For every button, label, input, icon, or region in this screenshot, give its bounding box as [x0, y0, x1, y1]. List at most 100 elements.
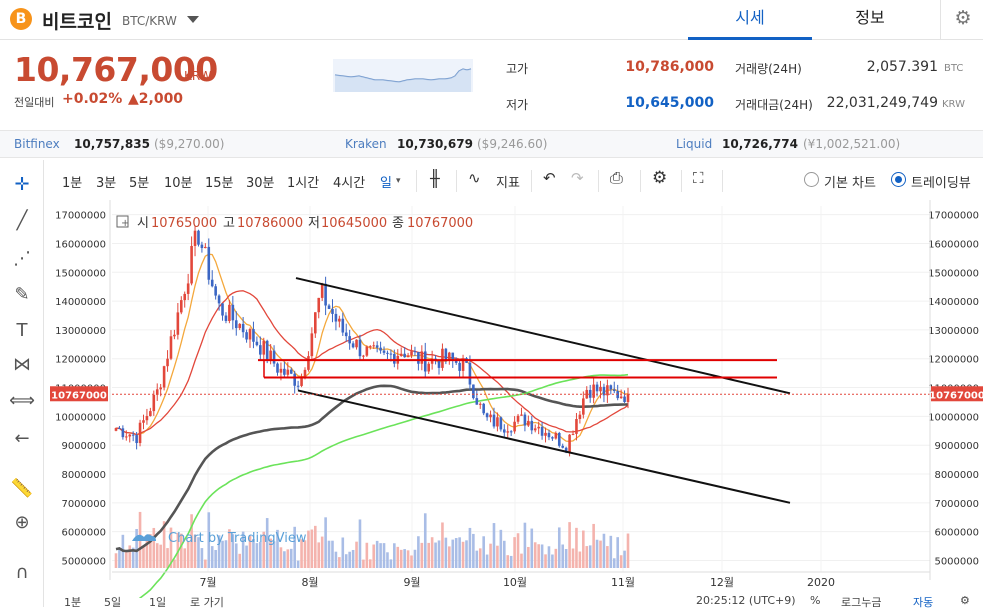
volume-bar [128, 545, 132, 568]
interval-5m[interactable]: 5분 [129, 176, 150, 191]
exchange-name[interactable]: Kraken [345, 137, 387, 151]
candle-body [125, 436, 128, 438]
volume-bar [472, 533, 475, 568]
volume-bar [502, 540, 506, 568]
volume-bar [293, 526, 296, 568]
volume-bar [310, 529, 314, 568]
exchange-name[interactable]: Bitfinex [14, 137, 60, 151]
tradingview-watermark[interactable]: Chart by TradingView [132, 531, 307, 546]
candle-body [296, 385, 300, 387]
candle-body [410, 351, 413, 356]
y-tick-label-right: 10000000 [928, 412, 979, 423]
change-label: 전일대비 [14, 96, 55, 109]
interval-1m[interactable]: 1분 [62, 176, 83, 191]
log-toggle[interactable]: 로그누금 [841, 596, 882, 609]
candle-body [564, 447, 568, 453]
collapse-icon[interactable] [116, 215, 129, 228]
volume-bar [245, 545, 248, 568]
candle-body [279, 368, 283, 373]
interval-4h[interactable]: 4시간 [333, 176, 366, 191]
volume-bar [197, 537, 200, 568]
x-tick-label: 11월 [611, 576, 635, 589]
volume-bar [331, 540, 334, 568]
fullscreen-icon[interactable]: ⛶ [693, 169, 704, 187]
candlestick-icon[interactable]: ╫ [430, 169, 440, 188]
volume-bar [386, 552, 389, 568]
volume-bar [248, 535, 252, 568]
y-tick-label-right: 12000000 [928, 355, 979, 366]
interval-30m[interactable]: 30분 [246, 176, 275, 191]
candle-body [606, 385, 609, 396]
radio-basic-chart[interactable] [804, 172, 819, 187]
candle-body [458, 362, 461, 371]
volume-bar [114, 553, 118, 568]
indicator-icon[interactable]: ∿ [468, 169, 481, 187]
exchange-name[interactable]: Liquid [676, 137, 713, 151]
zoom-icon[interactable]: ⊕ [14, 512, 30, 533]
measure-icon[interactable]: ⟺ [9, 390, 35, 411]
volume-bar [626, 533, 630, 568]
y-tick-label-left: 9000000 [61, 441, 106, 452]
candle-body [441, 348, 444, 368]
indicator-label[interactable]: 지표 [496, 176, 520, 191]
basic-chart-label[interactable]: 기본 차트 [824, 176, 876, 191]
range-1d[interactable]: 1일 [149, 596, 167, 609]
ma-line-short [115, 253, 629, 443]
trend-line-icon[interactable]: ╱ [16, 210, 28, 231]
interval-1h[interactable]: 1시간 [287, 176, 320, 191]
volume-bar [434, 542, 437, 568]
price-unit: KRW [184, 69, 212, 83]
pattern-icon[interactable]: ⋈ [13, 354, 31, 375]
redo-icon[interactable]: ↷ [571, 169, 584, 187]
settings-icon[interactable]: ⚙ [652, 168, 668, 188]
tab-quote[interactable]: 시세 [688, 0, 812, 40]
range-5d[interactable]: 5일 [104, 596, 122, 609]
crosshair-icon[interactable]: ✛ [14, 174, 30, 195]
candle-body [451, 352, 455, 360]
volume-bar [595, 539, 599, 568]
range-1m[interactable]: 1분 [64, 596, 82, 609]
gear-icon[interactable]: ⚙ [954, 7, 972, 29]
volume-bar [461, 541, 465, 568]
volume-bar [582, 530, 585, 568]
candle-body [619, 396, 623, 399]
percent-toggle[interactable]: % [810, 594, 821, 607]
settings-icon[interactable]: ⚙ [960, 594, 970, 607]
y-tick-label-left: 16000000 [55, 239, 106, 250]
candle-body [245, 332, 248, 340]
text-icon[interactable]: T [16, 320, 28, 341]
volume-bar [403, 549, 406, 568]
candle-body [437, 361, 441, 368]
candle-body [557, 433, 561, 446]
ruler-icon[interactable]: 📏 [10, 478, 34, 499]
volume-bar [451, 539, 455, 568]
interval-15m[interactable]: 15분 [205, 176, 234, 191]
chevron-down-icon[interactable]: ▾ [396, 176, 401, 186]
back-arrow-icon[interactable]: ← [14, 428, 30, 449]
volume-bar [616, 537, 619, 568]
volume-bar [430, 537, 434, 568]
brush-icon[interactable]: ✎ [14, 284, 30, 305]
radio-tradingview[interactable] [891, 172, 906, 187]
auto-toggle[interactable]: 자동 [913, 596, 934, 609]
pitchfork-icon[interactable]: ⋰ [13, 248, 31, 269]
magnet-icon[interactable]: ∩ [15, 562, 29, 583]
change-amount: ▲2,000 [128, 91, 184, 107]
candle-body [183, 293, 187, 301]
camera-icon[interactable]: ⎙ [610, 168, 623, 187]
x-tick-label: 8월 [301, 576, 318, 589]
legend-high: 10786000 [237, 216, 303, 231]
volume-bar [520, 553, 523, 568]
goto-date[interactable]: 로 가기 [190, 596, 224, 609]
undo-icon[interactable]: ↶ [543, 169, 556, 187]
interval-3m[interactable]: 3분 [96, 176, 117, 191]
tab-info[interactable]: 정보 [855, 8, 885, 27]
candle-body [578, 414, 582, 420]
price-chart[interactable]: 17000000 17000000 16000000 16000000 15000000… [50, 200, 983, 598]
interval-day[interactable]: 일 [380, 176, 392, 191]
coin-dropdown-caret-icon[interactable] [187, 16, 199, 23]
interval-10m[interactable]: 10분 [164, 176, 193, 191]
candle-body [595, 384, 599, 392]
tradingview-label[interactable]: 트레이딩뷰 [911, 176, 971, 191]
current-price-tag [50, 386, 108, 402]
